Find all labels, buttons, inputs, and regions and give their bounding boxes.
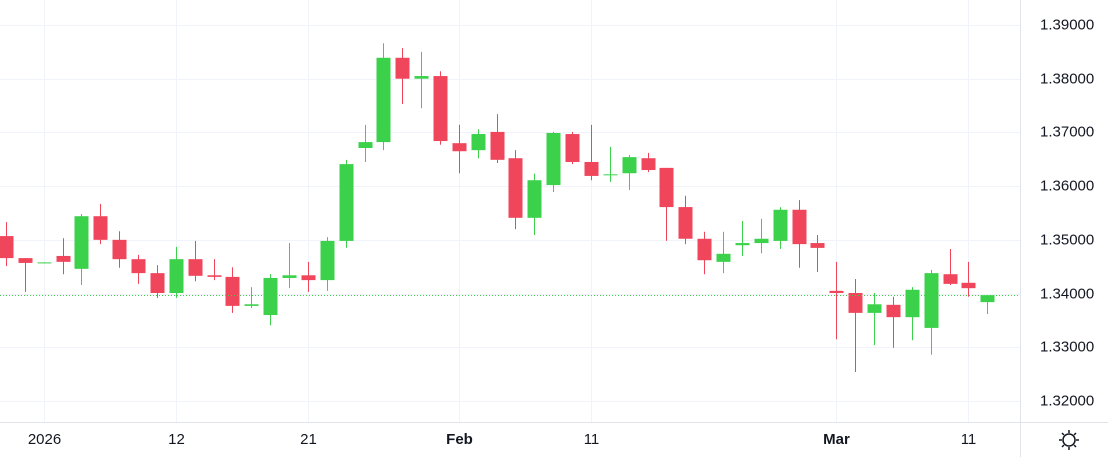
candle-body (924, 273, 939, 328)
candle-body (697, 238, 712, 261)
candle-body (622, 157, 637, 174)
candle-body (301, 275, 316, 281)
y-tick-label: 1.39000 (1040, 16, 1094, 33)
candle-body (792, 209, 807, 245)
candle-body (678, 207, 693, 239)
candle-body (584, 161, 599, 176)
candle-body (207, 275, 222, 277)
candle-body (150, 273, 165, 294)
y-tick-label: 1.36000 (1040, 177, 1094, 194)
candle-body (810, 243, 825, 248)
candle-body (433, 76, 448, 142)
candle-body (641, 158, 656, 171)
candle-body (244, 304, 259, 306)
x-tick-label: Feb (446, 431, 473, 448)
candle-body (565, 134, 580, 162)
candle-body (659, 167, 674, 208)
candle-body (452, 143, 467, 152)
y-tick-label: 1.37000 (1040, 123, 1094, 140)
candle-body (848, 293, 863, 313)
candle-body (961, 282, 976, 289)
candle-body (603, 174, 618, 176)
x-tick-label: 21 (300, 431, 317, 448)
candle-body (358, 142, 373, 149)
candle-body (169, 259, 184, 294)
candle-body (943, 274, 958, 284)
candle-body (188, 259, 203, 276)
candle-body (112, 239, 127, 260)
candle-body (56, 255, 71, 262)
candle-body (829, 290, 844, 294)
x-tick-label: 11 (584, 431, 600, 448)
candle-body (376, 57, 391, 143)
y-tick-label: 1.32000 (1040, 392, 1094, 409)
x-tick-label: Mar (823, 431, 850, 448)
candle-body (18, 258, 33, 263)
settings-icon[interactable] (1059, 430, 1079, 450)
candles (0, 43, 1020, 372)
candle-body (773, 209, 788, 241)
x-tick-label: 11 (961, 431, 977, 448)
candle-body (263, 277, 278, 316)
y-tick-label: 1.33000 (1040, 338, 1094, 355)
candle-body (867, 304, 882, 313)
candle-body (0, 236, 14, 259)
candle-body (37, 262, 52, 264)
x-tick-label: 12 (168, 431, 185, 448)
candle-body (980, 295, 995, 303)
candle-body (225, 276, 240, 306)
candle-body (716, 253, 731, 262)
candle-body (93, 216, 108, 240)
candle-body (131, 259, 146, 274)
candle-body (282, 275, 297, 278)
candle-body (395, 57, 410, 79)
y-tick-label: 1.34000 (1040, 285, 1094, 302)
candle-body (905, 289, 920, 318)
candle-body (546, 132, 561, 186)
y-tick-label: 1.38000 (1040, 70, 1094, 87)
candle-body (490, 131, 505, 160)
candle-body (886, 304, 901, 318)
candle-body (74, 216, 89, 269)
candle-body (527, 180, 542, 218)
x-tick-label: 2026 (28, 431, 61, 448)
candle-body (414, 76, 429, 79)
candle-body (508, 158, 523, 218)
candle-body (320, 240, 335, 281)
candle-body (754, 238, 769, 244)
candle-body (735, 243, 750, 246)
candle-body (339, 164, 354, 241)
candle-body (471, 134, 486, 151)
y-tick-label: 1.35000 (1040, 231, 1094, 248)
